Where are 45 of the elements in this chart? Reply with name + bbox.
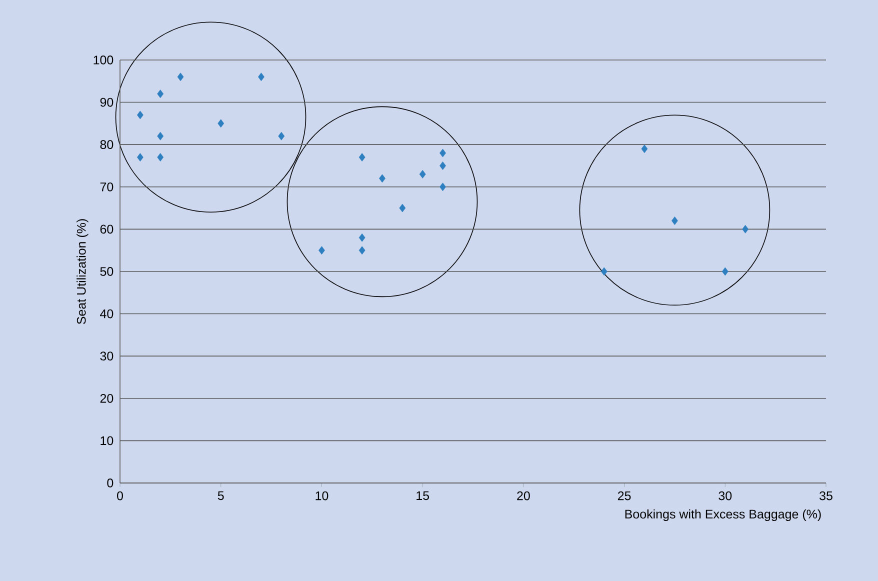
y-tick-label: 0 [107, 478, 114, 488]
y-tick-label: 70 [100, 182, 114, 192]
y-tick-label: 10 [100, 436, 114, 446]
x-tick-label: 35 [820, 491, 832, 500]
y-tick-label: 50 [100, 267, 114, 276]
y-tick-label: 60 [100, 224, 114, 234]
point [177, 72, 184, 82]
x-axis-title: Bookings with Excess Baggage (%) [625, 509, 821, 522]
point [157, 153, 164, 162]
point [440, 148, 446, 158]
point [440, 162, 446, 170]
point [722, 267, 728, 276]
x-tick-label: 30 [718, 491, 732, 500]
point [218, 119, 224, 128]
y-tick-label: 30 [100, 352, 114, 361]
point [742, 224, 749, 234]
point [641, 144, 648, 154]
x-tick-label: 25 [618, 491, 631, 500]
point [358, 233, 366, 242]
point [157, 132, 164, 140]
point [358, 153, 366, 162]
point [318, 246, 325, 255]
point [399, 204, 406, 212]
x-tick-label: 0 [117, 491, 123, 500]
y-axis-title: Seat Utilization (%) [76, 219, 88, 324]
y-tick-label: 80 [100, 140, 114, 150]
y-tick-label: 100 [94, 56, 114, 64]
point [278, 132, 285, 140]
point [136, 110, 144, 120]
x-tick-label: 5 [218, 491, 224, 500]
x-tick-label: 15 [416, 491, 429, 500]
y-tick-label: 40 [100, 309, 114, 318]
point [440, 182, 446, 192]
y-tick-label: 20 [100, 394, 114, 403]
point [258, 72, 264, 82]
point [419, 170, 426, 178]
point [157, 90, 164, 98]
x-tick-label: 10 [316, 491, 328, 500]
point [379, 174, 386, 183]
y-tick-label: 90 [100, 98, 114, 107]
x-tick-label: 20 [517, 491, 530, 500]
point [600, 267, 608, 276]
point [358, 246, 366, 255]
point [672, 216, 678, 225]
point [136, 153, 144, 162]
